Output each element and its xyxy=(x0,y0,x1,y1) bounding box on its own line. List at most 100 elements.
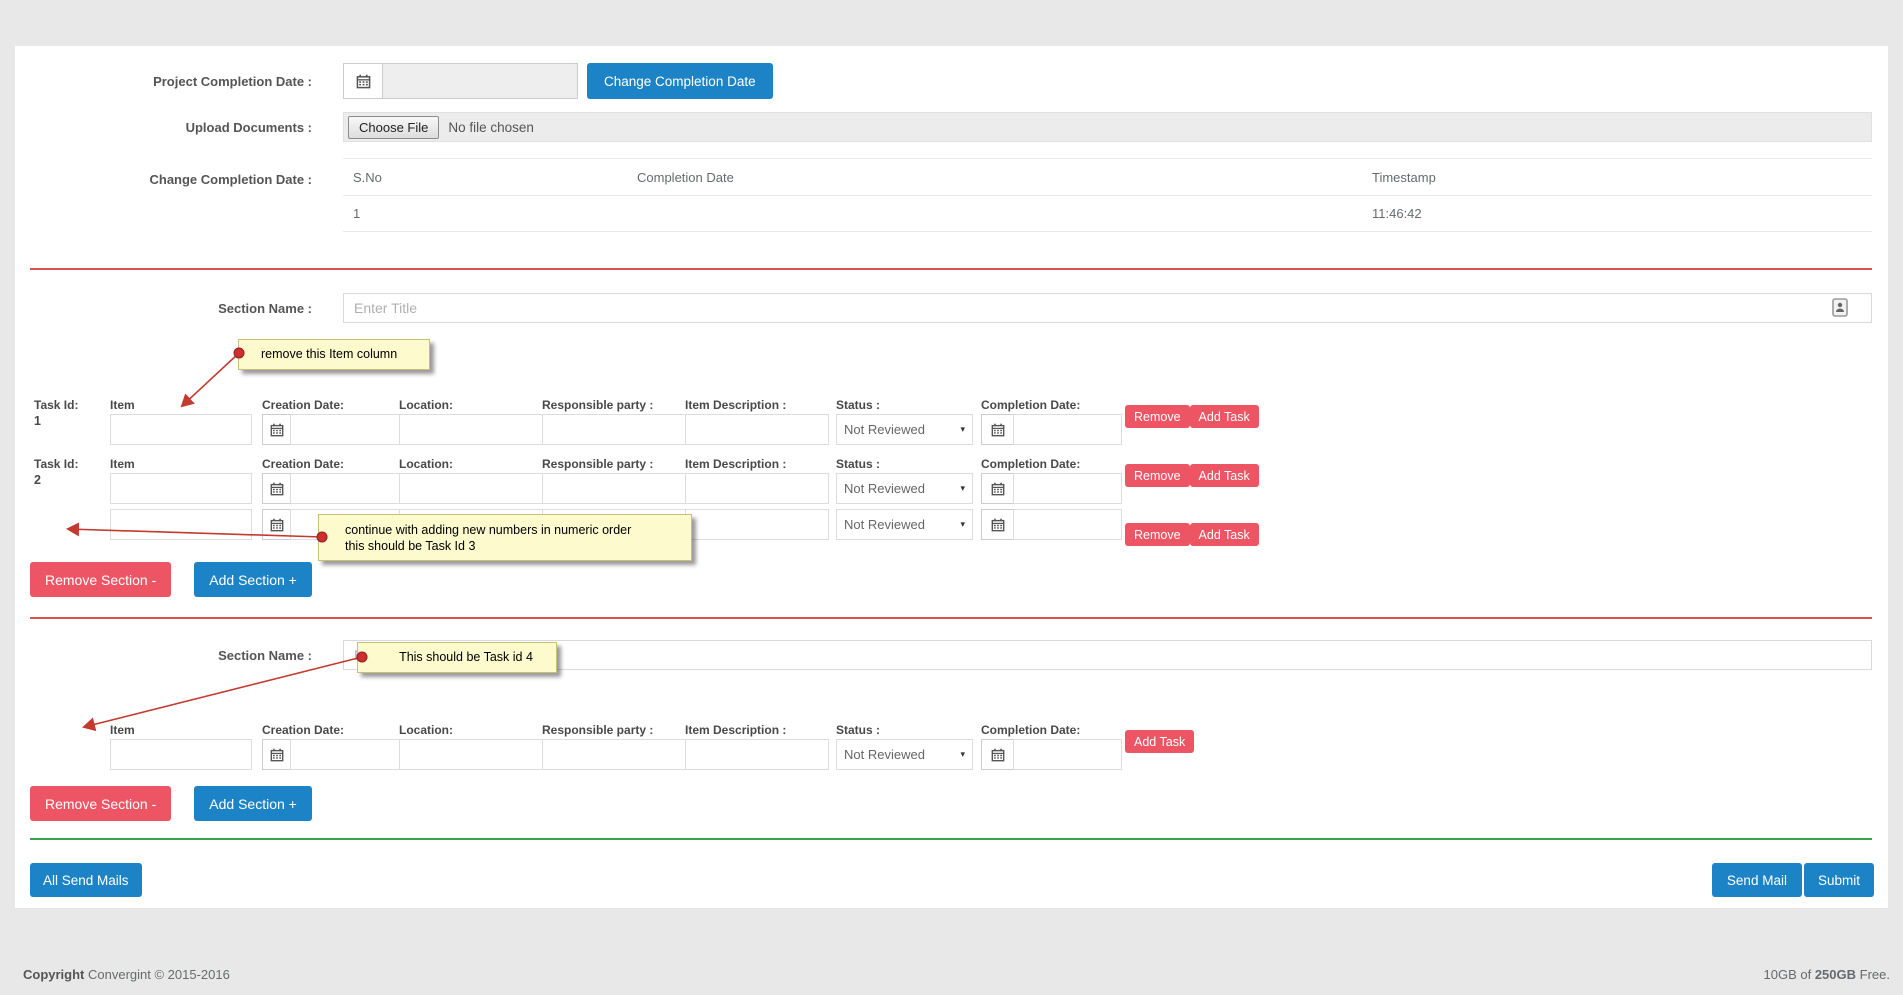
calendar-icon xyxy=(991,482,1004,495)
annotation-remove-item-column: remove this Item column xyxy=(238,339,430,370)
copyright-rest: Convergint © 2015-2016 xyxy=(88,967,230,982)
creation-calendar-button[interactable] xyxy=(262,509,291,540)
item-description-input[interactable] xyxy=(685,414,829,445)
responsible-party-input[interactable] xyxy=(542,473,686,504)
status-header: Status : xyxy=(836,398,881,412)
submit-button[interactable]: Submit xyxy=(1803,863,1874,897)
all-send-mails-button[interactable]: All Send Mails xyxy=(30,863,142,897)
creation-date-input[interactable] xyxy=(290,473,400,504)
status-select[interactable]: Not Reviewed ▾ xyxy=(836,739,973,770)
upload-documents-label: Upload Documents : xyxy=(185,119,312,135)
item-description-input[interactable] xyxy=(685,473,829,504)
creation-calendar-button[interactable] xyxy=(262,414,291,445)
section-name-label: Section Name : xyxy=(218,647,312,663)
task-id-header: Task Id: xyxy=(34,457,79,471)
location-input[interactable] xyxy=(399,473,543,504)
section-name-input[interactable] xyxy=(343,640,1872,670)
calendar-icon xyxy=(270,518,283,531)
status-selected-value: Not Reviewed xyxy=(844,481,925,496)
send-mail-button[interactable]: Send Mail xyxy=(1711,863,1802,897)
file-input[interactable]: Choose File No file chosen xyxy=(343,112,1872,142)
add-section-button[interactable]: Add Section + xyxy=(194,786,312,821)
completion-calendar-button[interactable] xyxy=(981,739,1014,770)
status-header: Status : xyxy=(836,723,881,737)
history-data-row: 1 11:46:42 xyxy=(343,196,1872,232)
location-input[interactable] xyxy=(399,739,543,770)
add-task-button[interactable]: Add Task xyxy=(1189,464,1259,487)
add-task-button[interactable]: Add Task xyxy=(1125,730,1195,753)
status-selected-value: Not Reviewed xyxy=(844,747,925,762)
footer-divider-green xyxy=(30,838,1872,840)
responsible-party-header: Responsible party : xyxy=(542,723,654,737)
status-header: Status : xyxy=(836,457,881,471)
change-completion-date-label: Change Completion Date : xyxy=(149,172,312,187)
completion-date-header: Completion Date: xyxy=(981,457,1081,471)
copyright-text: Copyright Convergint © 2015-2016 xyxy=(23,967,230,982)
calendar-addon-button[interactable] xyxy=(343,63,383,99)
creation-calendar-button[interactable] xyxy=(262,473,291,504)
calendar-icon xyxy=(991,748,1004,761)
item-input[interactable] xyxy=(110,414,252,445)
change-completion-date-button[interactable]: Change Completion Date xyxy=(587,63,773,99)
section-name-input[interactable] xyxy=(343,293,1872,323)
remove-section-button[interactable]: Remove Section - xyxy=(30,786,172,821)
location-header: Location: xyxy=(399,457,453,471)
status-selected-value: Not Reviewed xyxy=(844,422,925,437)
section-divider-red xyxy=(30,268,1872,270)
project-completion-date-input[interactable] xyxy=(382,63,578,99)
completion-date-input[interactable] xyxy=(1013,473,1122,504)
choose-file-button[interactable]: Choose File xyxy=(348,115,440,139)
responsible-party-input[interactable] xyxy=(542,414,686,445)
status-selected-value: Not Reviewed xyxy=(844,517,925,532)
item-input[interactable] xyxy=(110,739,252,770)
storage-suffix: Free. xyxy=(1859,967,1890,982)
add-task-button[interactable]: Add Task xyxy=(1189,523,1259,546)
creation-date-input[interactable] xyxy=(290,739,400,770)
completion-calendar-button[interactable] xyxy=(981,473,1014,504)
add-section-button[interactable]: Add Section + xyxy=(194,562,312,597)
remove-task-button[interactable]: Remove xyxy=(1125,464,1190,487)
section-name-input-wrap xyxy=(343,293,1872,323)
status-select[interactable]: Not Reviewed ▾ xyxy=(836,473,973,504)
completion-date-input[interactable] xyxy=(1013,509,1122,540)
calendar-icon xyxy=(270,748,283,761)
completion-date-input[interactable] xyxy=(1013,414,1122,445)
completion-history-row: Change Completion Date : S.No Completion… xyxy=(30,158,1872,232)
location-input[interactable] xyxy=(399,414,543,445)
task-id-header: Task Id: xyxy=(34,398,79,412)
profile-card-icon[interactable] xyxy=(1832,298,1848,322)
item-input[interactable] xyxy=(110,509,252,540)
completion-calendar-button[interactable] xyxy=(981,414,1014,445)
item-description-input[interactable] xyxy=(685,509,829,540)
calendar-icon xyxy=(356,74,370,88)
history-col-sno: S.No xyxy=(353,169,382,185)
copyright-bold: Copyright xyxy=(23,967,85,982)
section1-name-row: Section Name : xyxy=(30,293,1872,323)
select-caret-icon: ▾ xyxy=(960,483,965,493)
item-header: Item xyxy=(110,723,135,737)
remove-task-button[interactable]: Remove xyxy=(1125,523,1190,546)
remove-task-button[interactable]: Remove xyxy=(1125,405,1190,428)
remove-section-button[interactable]: Remove Section - xyxy=(30,562,172,597)
section2-name-row: Section Name : xyxy=(30,640,1872,670)
task-row-section2: Item Creation Date: Location: Responsibl… xyxy=(34,723,1195,770)
item-description-input[interactable] xyxy=(685,739,829,770)
creation-date-input[interactable] xyxy=(290,414,400,445)
annotation-task-id-4: This should be Task id 4 xyxy=(357,642,557,673)
completion-date-input[interactable] xyxy=(1013,739,1122,770)
project-completion-row: Project Completion Date : Change Complet… xyxy=(30,63,1872,99)
creation-calendar-button[interactable] xyxy=(262,739,291,770)
add-task-button[interactable]: Add Task xyxy=(1189,405,1259,428)
task-id-cell: Task Id: 1 xyxy=(34,398,110,429)
status-select[interactable]: Not Reviewed ▾ xyxy=(836,509,973,540)
history-completion-date-value xyxy=(627,196,1362,231)
item-input[interactable] xyxy=(110,473,252,504)
responsible-party-input[interactable] xyxy=(542,739,686,770)
annotation-line-1: continue with adding new numbers in nume… xyxy=(345,523,632,537)
select-caret-icon: ▾ xyxy=(960,749,965,759)
task-id-cell xyxy=(34,723,110,739)
storage-prefix: 10GB of xyxy=(1763,967,1812,982)
status-select[interactable]: Not Reviewed ▾ xyxy=(836,414,973,445)
completion-calendar-button[interactable] xyxy=(981,509,1014,540)
